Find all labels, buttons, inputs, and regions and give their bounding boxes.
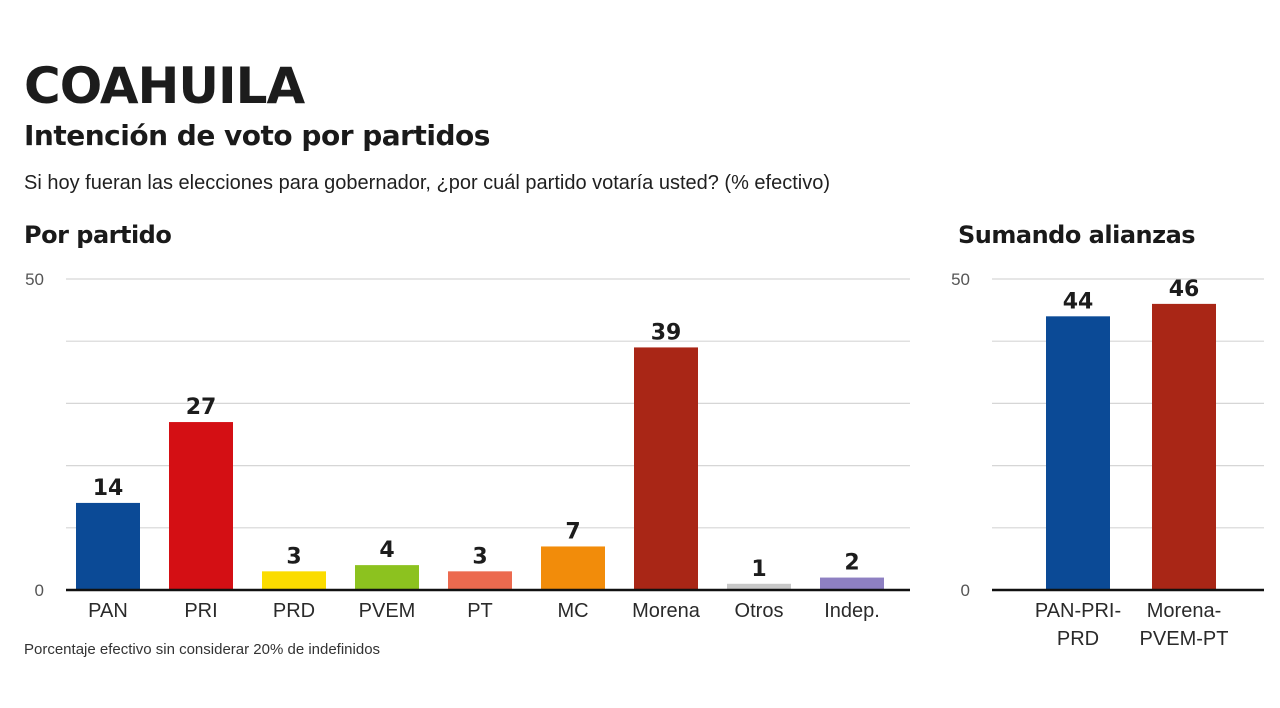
party-value-label: 3 (286, 544, 301, 569)
party-category-label: Indep. (824, 600, 880, 622)
survey-question: Si hoy fueran las elecciones para gobern… (24, 172, 831, 194)
party-category-label: PRI (184, 600, 217, 622)
party-category-label: PRD (273, 600, 315, 622)
chart-subtitle: Intención de voto por partidos (24, 119, 490, 152)
alliance-value-label: 46 (1169, 277, 1200, 302)
party-bar (727, 583, 791, 590)
alliance-bar (1046, 316, 1110, 590)
alliance-category-label: PVEM-PT (1140, 628, 1229, 650)
alliance-category-label: Morena- (1147, 600, 1221, 622)
alliance-y-tick-label: 0 (961, 581, 970, 600)
party-value-label: 39 (651, 320, 682, 345)
party-value-label: 1 (751, 557, 766, 582)
party-category-label: MC (557, 600, 588, 622)
alliance-category-label: PAN-PRI- (1035, 600, 1121, 622)
alliance-value-label: 44 (1063, 289, 1094, 314)
party-bar (169, 422, 233, 590)
party-bar (634, 347, 698, 590)
party-value-label: 2 (844, 551, 859, 576)
alliance-bar (1152, 303, 1216, 590)
party-value-label: 14 (93, 476, 124, 501)
party-y-tick-label: 50 (25, 270, 44, 289)
party-category-label: Morena (632, 600, 701, 622)
footnote: Porcentaje efectivo sin considerar 20% d… (24, 641, 381, 658)
party-bar (448, 571, 512, 590)
party-category-label: PT (467, 600, 493, 622)
party-chart-title: Por partido (24, 221, 172, 249)
party-y-tick-label: 0 (35, 581, 44, 600)
party-value-label: 4 (379, 538, 394, 563)
party-bar (355, 565, 419, 590)
party-bar (541, 546, 605, 590)
alliance-chart-title: Sumando alianzas (958, 221, 1196, 249)
chart-title: COAHUILA (24, 57, 305, 115)
alliance-category-label: PRD (1057, 628, 1099, 650)
party-category-label: PAN (88, 600, 128, 622)
party-category-label: PVEM (359, 600, 416, 622)
party-bar (262, 571, 326, 590)
alliance-y-tick-label: 50 (951, 270, 970, 289)
party-value-label: 27 (186, 395, 217, 420)
party-bar (820, 577, 884, 590)
party-value-label: 7 (565, 519, 580, 544)
party-value-label: 3 (472, 544, 487, 569)
party-bar (76, 502, 140, 590)
party-category-label: Otros (735, 600, 784, 622)
